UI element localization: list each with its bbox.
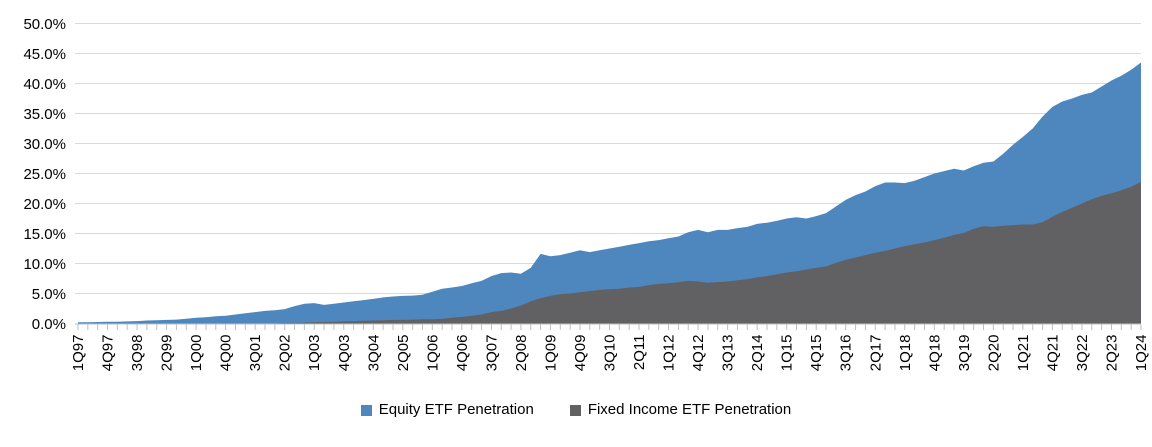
x-axis-label: 2Q14: [749, 335, 766, 372]
x-axis-label: 2Q23: [1103, 335, 1120, 372]
x-axis-label: 1Q03: [306, 335, 323, 372]
x-axis-label: 4Q09: [572, 335, 589, 372]
x-axis-label: 1Q24: [1133, 335, 1150, 372]
legend-item-equity: Equity ETF Penetration: [360, 401, 534, 419]
x-axis-label: 4Q21: [1044, 335, 1061, 372]
x-axis-label: 3Q04: [365, 335, 382, 372]
x-axis-label: 1Q97: [70, 335, 87, 372]
x-axis-label: 1Q18: [897, 335, 914, 372]
x-axis-label: 2Q08: [513, 335, 530, 372]
x-axis-label: 4Q00: [218, 335, 235, 372]
x-axis-label: 1Q12: [661, 335, 678, 372]
y-axis-label: 15.0%: [23, 226, 66, 243]
x-axis-label: 3Q01: [247, 335, 264, 372]
equity-series-swatch-icon: [360, 404, 372, 416]
x-axis-label: 1Q09: [542, 335, 559, 372]
x-axis-label: 2Q02: [277, 335, 294, 372]
y-axis-label: 10.0%: [23, 256, 66, 273]
x-axis-label: 1Q21: [1015, 335, 1032, 372]
x-axis-label: 2Q11: [631, 335, 648, 371]
y-axis-label: 30.0%: [23, 136, 66, 153]
x-axis-label: 1Q15: [779, 335, 796, 372]
x-axis-label: 2Q17: [867, 335, 884, 372]
y-axis-label: 25.0%: [23, 166, 66, 183]
legend-label-equity: Equity ETF Penetration: [378, 401, 534, 418]
legend-label-fixed-income: Fixed Income ETF Penetration: [587, 401, 792, 418]
x-axis-label: 3Q16: [838, 335, 855, 372]
fixed-income-area-series: [78, 181, 1141, 324]
legend-item-fixed-income: Fixed Income ETF Penetration: [569, 401, 792, 419]
y-axis-label: 35.0%: [23, 106, 66, 123]
y-axis-label: 0.0%: [32, 316, 66, 333]
y-axis-label: 45.0%: [23, 46, 66, 63]
y-axis-label: 50.0%: [23, 16, 66, 33]
x-axis-label: 3Q22: [1074, 335, 1091, 372]
x-axis-label: 2Q99: [159, 335, 176, 372]
y-axis-label: 20.0%: [23, 196, 66, 213]
chart-legend: Equity ETF Penetration Fixed Income ETF …: [0, 401, 1152, 419]
fixed-income-series-swatch-icon: [569, 404, 581, 416]
x-axis-label: 3Q10: [602, 335, 619, 372]
x-axis-label: 2Q05: [395, 335, 412, 372]
x-axis-label: 1Q00: [188, 335, 205, 372]
y-axis-label: 5.0%: [32, 286, 66, 303]
x-axis-label: 4Q15: [808, 335, 825, 372]
x-axis-label: 4Q12: [690, 335, 707, 372]
y-axis-label: 40.0%: [23, 76, 66, 93]
x-axis-label: 4Q18: [926, 335, 943, 372]
x-axis-label: 4Q97: [100, 335, 117, 372]
x-axis-label: 3Q19: [956, 335, 973, 372]
x-axis-label: 3Q13: [720, 335, 737, 372]
x-axis-label: 4Q03: [336, 335, 353, 372]
x-axis-label: 3Q07: [483, 335, 500, 372]
x-axis-label: 2Q20: [985, 335, 1002, 372]
x-axis-label: 4Q06: [454, 335, 471, 372]
x-axis-label: 3Q98: [129, 335, 146, 372]
x-axis-label: 1Q06: [424, 335, 441, 372]
